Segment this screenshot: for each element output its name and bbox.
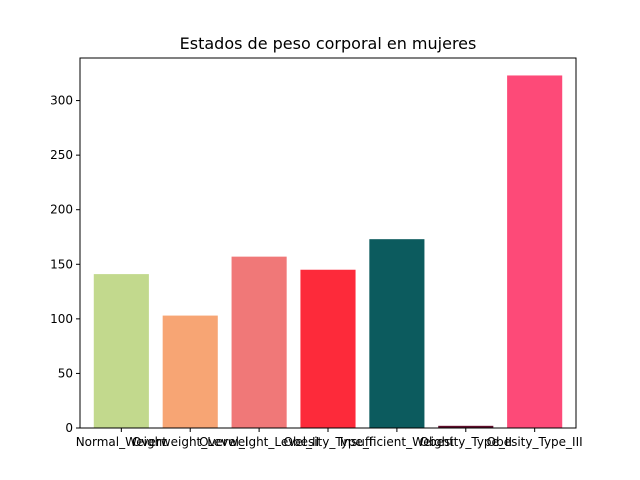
bar [300,269,356,428]
x-tick-label: Obesity_Type_I [284,435,373,449]
x-tick-label: Insufficient_Weight [340,435,454,449]
bar [369,239,425,428]
y-tick-label: 100 [50,312,73,326]
bar [507,75,563,429]
bar [231,256,287,428]
x-tick-label: Obesity_Type_III [487,435,583,449]
y-tick-label: 200 [50,203,73,217]
chart-title: Estados de peso corporal en mujeres [180,34,477,53]
bar [162,315,218,428]
plot-frame [79,57,577,429]
bars-group [93,75,563,429]
y-tick-label: 250 [50,148,73,162]
x-tick-label: Obesity_Type_II [420,435,512,449]
y-axis: 0 50 100 150 200 250 300 [50,94,80,435]
bar [93,274,149,428]
x-axis: Normal_WeightOverweight_Level_IOverweigh… [76,428,583,449]
x-tick-label: Overweight_Level_I [132,435,249,449]
y-tick-label: 300 [50,94,73,108]
bar [438,425,494,428]
x-tick-label: Overweight_Level_II [199,435,319,449]
x-tick-label: Normal_Weight [76,435,168,449]
y-tick-label: 50 [58,366,73,380]
y-tick-label: 150 [50,257,73,271]
y-tick-label: 0 [65,421,73,435]
